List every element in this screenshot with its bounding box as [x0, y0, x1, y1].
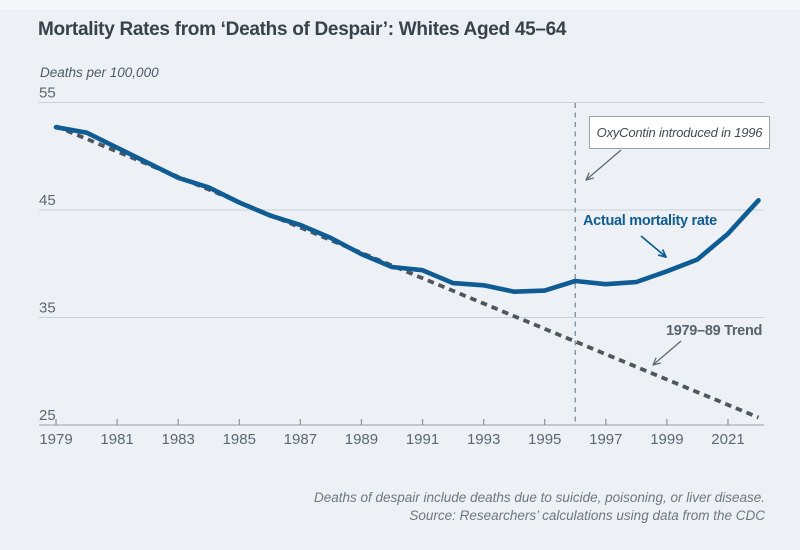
x-tick-label-1999: 1999 — [650, 431, 683, 448]
y-tick-label-45: 45 — [39, 192, 56, 209]
x-tick-label-1989: 1989 — [345, 431, 378, 448]
oxycontin-annotation-text: OxyContin introduced in 1996 — [596, 125, 763, 140]
oxycontin-arrow-head — [585, 177, 594, 181]
actual-rate-arrow-head — [657, 254, 667, 258]
trend-arrow-head — [652, 362, 661, 366]
oxycontin-arrow — [585, 149, 622, 181]
footer-source: Source: Researchers’ calculations using … — [409, 508, 765, 523]
x-tick-label-1983: 1983 — [161, 431, 194, 448]
trend-arrow-head — [652, 357, 657, 366]
actual-rate-arrow — [640, 235, 667, 258]
x-tick-label-1993: 1993 — [467, 431, 500, 448]
y-tick-label-35: 35 — [39, 300, 56, 317]
actual-rate-label: Actual mortality rate — [583, 213, 717, 229]
trend-arrow — [652, 340, 682, 366]
trend-label: 1979–89 Trend — [666, 323, 763, 339]
x-tick-label-1997: 1997 — [589, 431, 622, 448]
x-tick-label-1981: 1981 — [100, 431, 133, 448]
y-axis-unit-label: Deaths per 100,000 — [40, 65, 159, 80]
x-tick-label-1985: 1985 — [223, 431, 256, 448]
footer-note: Deaths of despair include deaths due to … — [313, 490, 765, 505]
y-tick-label-25: 25 — [39, 407, 56, 424]
top-strip — [0, 0, 800, 10]
x-tick-label-1987: 1987 — [284, 431, 317, 448]
actual-rate-arrow-head — [662, 249, 667, 258]
oxycontin-annotation-box: OxyContin introduced in 1996 — [589, 116, 770, 149]
x-tick-label-1995: 1995 — [528, 431, 561, 448]
oxycontin-arrow-head — [585, 172, 590, 181]
chart-title: Mortality Rates from ‘Deaths of Despair’… — [38, 19, 567, 40]
chart-footer: Deaths of despair include deaths due to … — [165, 489, 765, 525]
actual-line — [53, 124, 761, 295]
x-tick-label-1979: 1979 — [39, 431, 72, 448]
y-tick-label-55: 55 — [39, 85, 56, 102]
x-tick-label-2021: 2021 — [711, 431, 744, 448]
x-tick-label-1991: 1991 — [406, 431, 439, 448]
